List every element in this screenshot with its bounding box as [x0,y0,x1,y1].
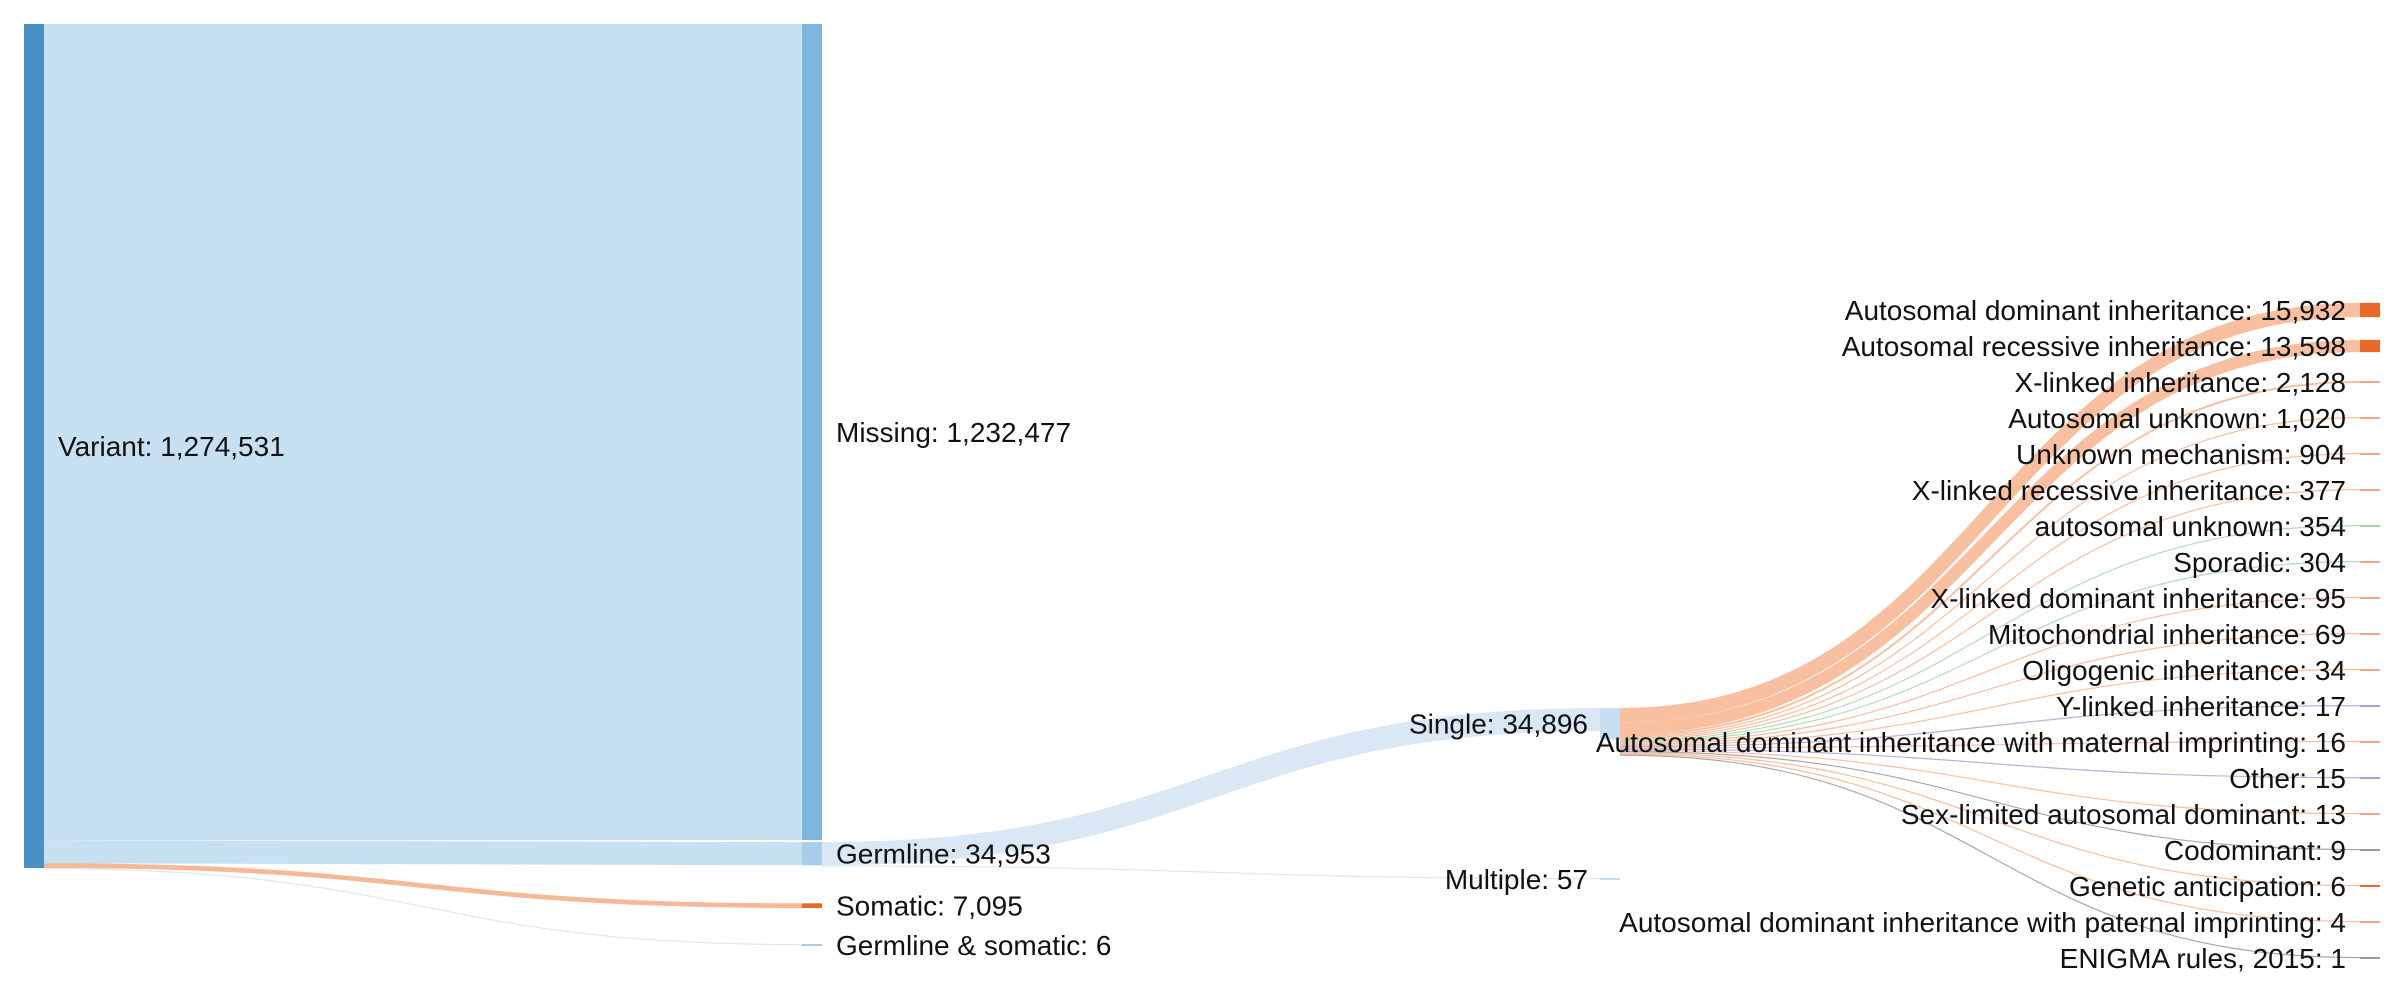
node-label-au1: Autosomal unknown: 1,020 [2008,403,2346,434]
node-mi [2360,633,2380,635]
link-variant-germline [43,840,803,866]
node-label-xlr: X-linked recessive inheritance: 377 [1912,475,2346,506]
node-xld [2360,597,2380,599]
link-single-ad [1619,302,2361,723]
node-multiple [1600,878,1620,880]
nodes-layer [24,24,2380,959]
link-single-og [1619,669,2361,747]
node-label-adpi: Autosomal dominant inheritance with pate… [1619,907,2346,938]
link-single-yl [1619,705,2361,748]
node-label-germsom: Germline & somatic: 6 [836,930,1111,961]
link-single-um [1619,453,2361,739]
node-admi [2360,741,2380,743]
link-single-mi [1619,633,2361,745]
node-en [2360,957,2380,959]
node-ot [2360,777,2380,779]
link-single-adpi [1619,753,2361,923]
node-label-xld: X-linked dominant inheritance: 95 [1930,583,2346,614]
node-label-germline: Germline: 34,953 [836,839,1051,870]
labels-layer: Variant: 1,274,531 Missing: 1,232,477 Germ… [58,295,2346,974]
node-xl [2360,381,2380,383]
node-sp [2360,561,2380,563]
node-germsom [802,943,822,946]
link-single-xl [1619,381,2361,737]
node-label-somatic: Somatic: 7,095 [836,891,1023,922]
node-label-ar: Autosomal recessive inheritance: 13,598 [1842,331,2346,362]
link-single-xld [1619,597,2361,744]
node-single [1600,708,1620,740]
node-um [2360,453,2380,455]
node-og [2360,669,2380,671]
node-label-variant: Variant: 1,274,531 [58,431,285,462]
link-single-sp [1619,561,2361,743]
link-single-ar [1619,339,2361,735]
node-ar [2360,339,2380,353]
link-variant-germsom [43,867,803,946]
node-label-mi: Mitochondrial inheritance: 69 [1988,619,2346,650]
node-label-admi: Autosomal dominant inheritance with mate… [1596,727,2346,758]
node-germline [802,842,822,866]
link-single-ot [1619,748,2361,779]
node-label-single: Single: 34,896 [1409,709,1588,740]
node-cod [2360,849,2380,851]
node-somatic [802,903,822,908]
node-label-missing: Missing: 1,232,477 [836,417,1071,448]
link-single-slad [1619,749,2361,815]
link-single-admi [1619,741,2361,749]
node-label-um: Unknown mechanism: 904 [2016,439,2346,470]
node-au1 [2360,417,2380,419]
node-slad [2360,813,2380,815]
node-adpi [2360,921,2380,923]
node-label-au2: autosomal unknown: 354 [2035,511,2346,542]
link-single-xlr [1619,489,2361,741]
node-yl [2360,705,2380,707]
link-single-en [1619,754,2361,959]
link-single-cod [1619,750,2361,851]
link-single-au2 [1619,525,2361,742]
node-label-xl: X-linked inheritance: 2,128 [2014,367,2346,398]
links-layer [43,23,2361,959]
node-label-og: Oligogenic inheritance: 34 [2022,655,2346,686]
node-au2 [2360,525,2380,527]
link-single-au1 [1619,417,2361,738]
link-variant-somatic [43,863,803,908]
node-label-en: ENIGMA rules, 2015: 1 [2060,943,2346,974]
node-ad [2360,302,2380,318]
node-label-sp: Sporadic: 304 [2173,547,2346,578]
node-label-ga: Genetic anticipation: 6 [2069,871,2346,902]
node-label-cod: Codominant: 9 [2164,835,2346,866]
node-ga [2360,885,2380,887]
node-label-ad: Autosomal dominant inheritance: 15,932 [1845,295,2346,326]
link-germline-multiple [821,865,1601,880]
link-single-ga [1619,752,2361,887]
link-germline-single [821,708,1601,866]
node-label-multiple: Multiple: 57 [1445,864,1588,895]
node-variant [24,24,44,868]
node-xlr [2360,489,2380,491]
node-missing [802,24,822,841]
node-label-yl: Y-linked inheritance: 17 [2056,691,2346,722]
node-label-slad: Sex-limited autosomal dominant: 13 [1901,799,2346,830]
node-label-ot: Other: 15 [2229,763,2346,794]
